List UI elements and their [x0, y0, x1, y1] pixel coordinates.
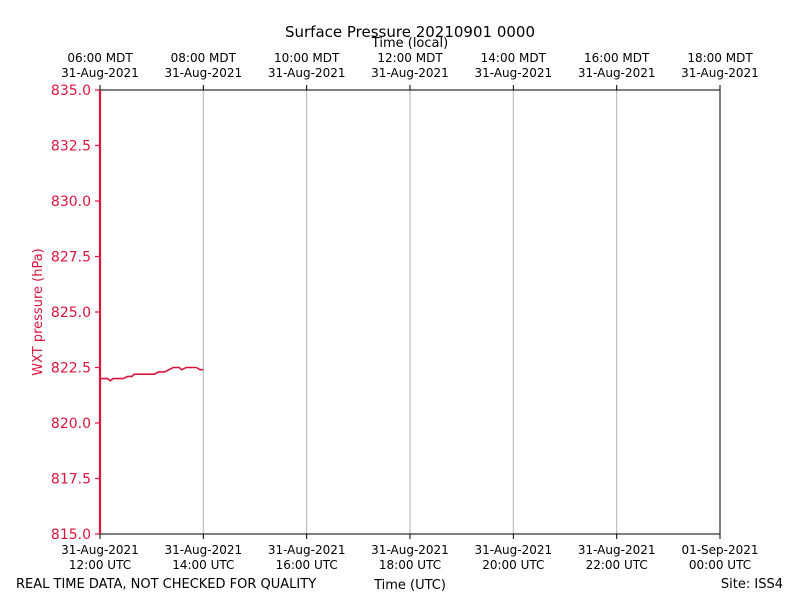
- y-tick-label-7: 832.5: [51, 139, 91, 155]
- y-tick-label-1: 817.5: [51, 472, 91, 488]
- site-label: Site: ISS4: [721, 577, 783, 592]
- top-tick-label-date-2: 31-Aug-2021: [268, 66, 346, 80]
- x-tick-label-time-0: 12:00 UTC: [69, 558, 131, 572]
- y-tick-label-0: 815.0: [51, 527, 91, 543]
- x-tick-label-date-4: 31-Aug-2021: [475, 543, 553, 557]
- x-tick-label-date-0: 31-Aug-2021: [61, 543, 139, 557]
- y-tick-label-3: 822.5: [51, 361, 91, 377]
- top-axis-label: Time (local): [371, 36, 448, 51]
- top-tick-label-time-6: 18:00 MDT: [687, 51, 753, 65]
- x-tick-label-date-5: 31-Aug-2021: [578, 543, 656, 557]
- y-axis-label: WXT pressure (hPa): [31, 248, 46, 376]
- top-tick-label-time-5: 16:00 MDT: [584, 51, 650, 65]
- x-axis-label: Time (UTC): [373, 578, 446, 593]
- top-tick-label-time-1: 08:00 MDT: [171, 51, 237, 65]
- top-tick-label-time-3: 12:00 MDT: [377, 51, 443, 65]
- top-tick-label-time-4: 14:00 MDT: [481, 51, 547, 65]
- top-tick-label-date-3: 31-Aug-2021: [371, 66, 449, 80]
- top-tick-label-date-0: 31-Aug-2021: [61, 66, 139, 80]
- y-axis-ticks: 815.0 817.5 820.0 822.5 825.0 827.5 830.0 832.5…: [51, 83, 100, 543]
- x-tick-label-time-3: 18:00 UTC: [379, 558, 441, 572]
- y-tick-label-6: 830.0: [51, 194, 91, 210]
- x-tick-label-date-1: 31-Aug-2021: [165, 543, 243, 557]
- y-tick-label-8: 835.0: [51, 83, 91, 99]
- grid-lines: [202, 90, 618, 534]
- quality-note: REAL TIME DATA, NOT CHECKED FOR QUALITY: [16, 577, 316, 592]
- top-tick-label-time-2: 10:00 MDT: [274, 51, 340, 65]
- top-tick-label-date-1: 31-Aug-2021: [165, 66, 243, 80]
- top-tick-label-date-6: 31-Aug-2021: [681, 66, 759, 80]
- series-line-wxt-pressure: [100, 366, 204, 382]
- top-tick-label-date-4: 31-Aug-2021: [475, 66, 553, 80]
- chart-title: Surface Pressure 20210901 0000: [285, 23, 535, 41]
- x-tick-label-time-4: 20:00 UTC: [482, 558, 544, 572]
- y-tick-label-2: 820.0: [51, 416, 91, 432]
- x-tick-label-time-2: 16:00 UTC: [276, 558, 338, 572]
- top-tick-label-time-0: 06:00 MDT: [67, 51, 133, 65]
- top-tick-label-date-5: 31-Aug-2021: [578, 66, 656, 80]
- x-tick-label-time-6: 00:00 UTC: [689, 558, 751, 572]
- x-tick-label-date-3: 31-Aug-2021: [371, 543, 449, 557]
- x-tick-label-date-2: 31-Aug-2021: [268, 543, 346, 557]
- y-tick-label-5: 827.5: [51, 250, 91, 266]
- x-tick-label-time-1: 14:00 UTC: [172, 558, 234, 572]
- y-tick-label-4: 825.0: [51, 305, 91, 321]
- x-tick-label-date-6: 01-Sep-2021: [681, 543, 758, 557]
- x-tick-label-time-5: 22:00 UTC: [586, 558, 648, 572]
